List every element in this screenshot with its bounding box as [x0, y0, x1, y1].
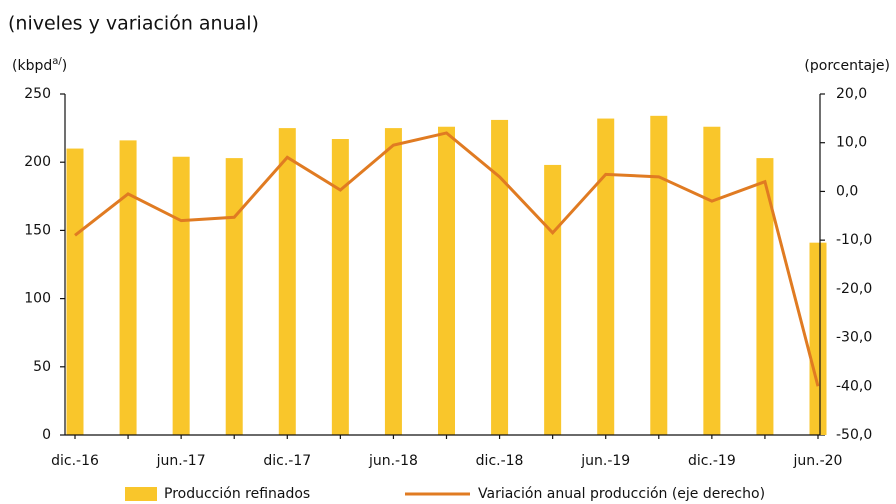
- y-tick-label: 250: [24, 86, 51, 102]
- chart-title: (niveles y variación anual): [8, 13, 259, 35]
- bar: [225, 158, 243, 435]
- bar: [544, 164, 562, 436]
- bar: [756, 158, 774, 435]
- bar: [438, 126, 455, 436]
- x-tick-label: jun.-18: [368, 453, 418, 469]
- bar: [278, 128, 296, 435]
- bar: [384, 128, 402, 435]
- x-tick-label: dic.-16: [51, 453, 99, 469]
- bar: [809, 242, 827, 435]
- x-tick-label: jun.-17: [156, 453, 206, 469]
- legend-label: Producción refinados: [164, 486, 310, 502]
- y2-tick-label: 20,0: [836, 86, 867, 102]
- legend-label: Variación anual producción (eje derecho): [478, 486, 765, 502]
- y-label-main: (kbpd: [12, 58, 52, 74]
- x-tick-label: dic.-17: [263, 453, 311, 469]
- y2-tick-label: -30,0: [836, 330, 872, 346]
- y2-tick-label: -10,0: [836, 232, 872, 248]
- x-tick-label: jun.-20: [793, 453, 843, 469]
- x-tick-label: jun.-19: [580, 453, 630, 469]
- bar: [703, 126, 721, 436]
- bar: [597, 118, 615, 435]
- y2-tick-label: 0,0: [836, 183, 858, 199]
- y-label-close: ): [62, 58, 67, 74]
- y2-axis-label: (porcentaje): [804, 58, 890, 74]
- y-label-sup: a/: [52, 56, 62, 67]
- y2-tick-label: -40,0: [836, 378, 872, 394]
- y-tick-label: 100: [24, 291, 51, 307]
- bar: [650, 115, 668, 435]
- x-tick-label: dic.-19: [688, 453, 736, 469]
- bar: [119, 140, 137, 435]
- legend-swatch: [125, 487, 157, 501]
- y-tick-label: 0: [42, 427, 51, 443]
- bar: [172, 156, 190, 435]
- y-tick-label: 150: [24, 222, 51, 238]
- y2-tick-label: -20,0: [836, 281, 872, 297]
- y2-tick-label: 10,0: [836, 135, 867, 151]
- bar: [66, 148, 84, 435]
- bar: [491, 119, 509, 435]
- y2-tick-label: -50,0: [836, 427, 872, 443]
- bar: [331, 139, 349, 435]
- y-tick-label: 50: [33, 359, 51, 375]
- y-axis-label: (kbpda/): [12, 56, 67, 74]
- x-tick-label: dic.-18: [476, 453, 524, 469]
- line: [74, 131, 820, 387]
- y-tick-label: 200: [24, 154, 51, 170]
